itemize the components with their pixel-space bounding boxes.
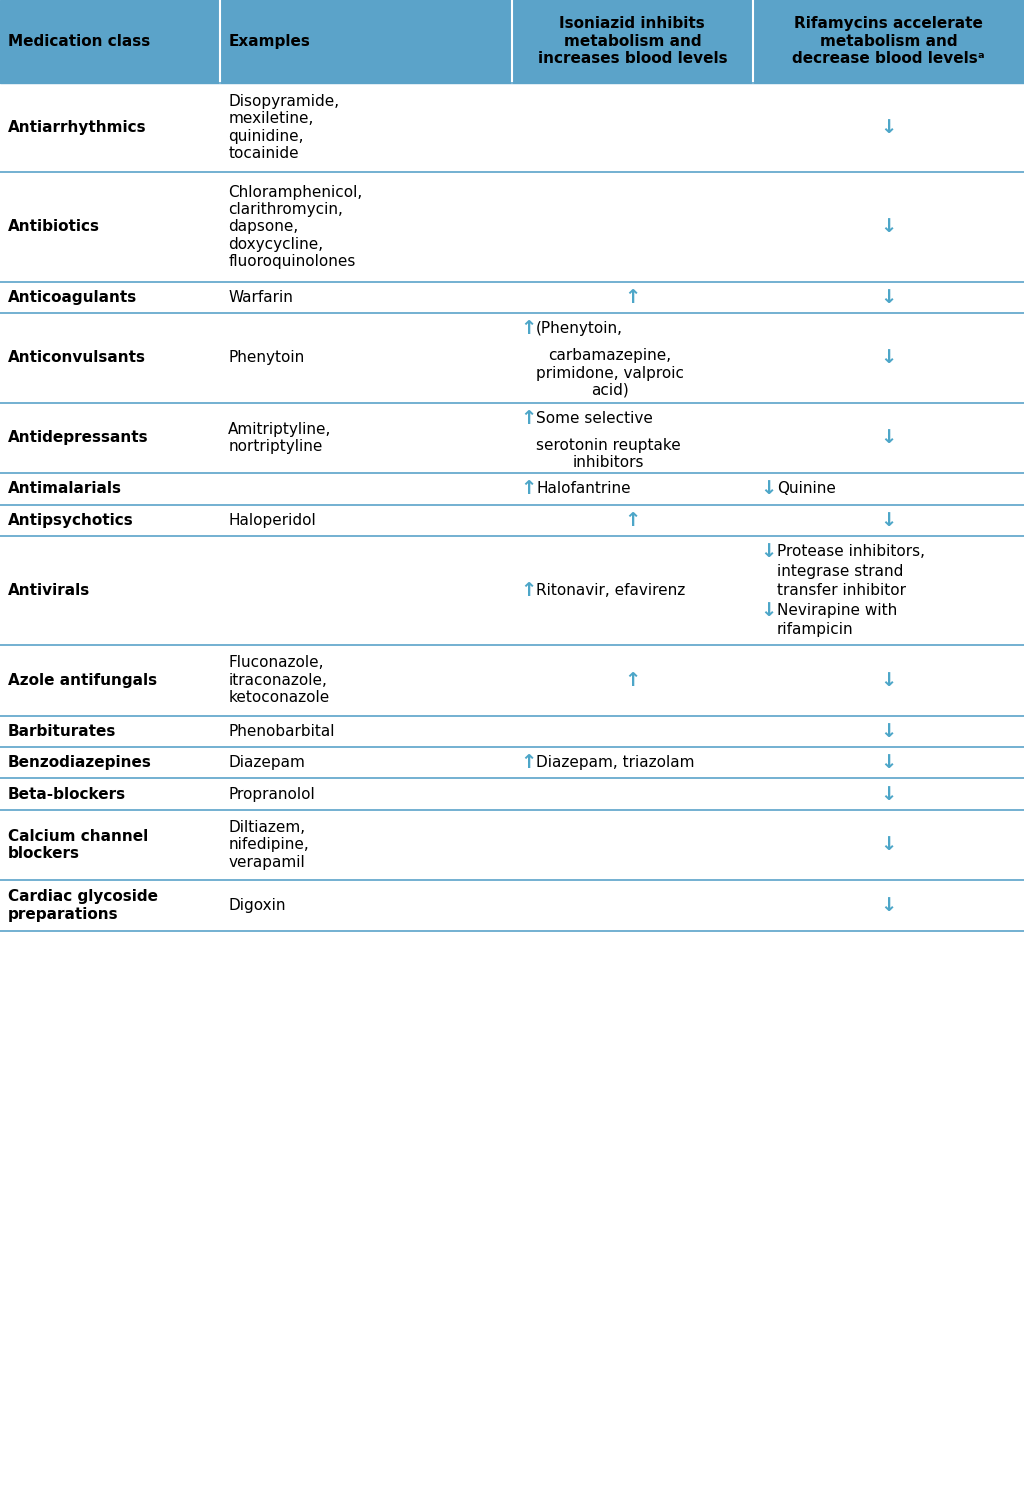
Text: ↓: ↓ [881, 896, 896, 915]
Text: Benzodiazepines: Benzodiazepines [8, 755, 152, 770]
Text: Isoniazid inhibits
metabolism and
increases blood levels: Isoniazid inhibits metabolism and increa… [538, 16, 727, 67]
Text: ↑: ↑ [520, 581, 537, 600]
Text: Antidepressants: Antidepressants [8, 431, 148, 446]
Text: Antibiotics: Antibiotics [8, 220, 100, 235]
Text: Beta-blockers: Beta-blockers [8, 786, 126, 801]
Text: Warfarin: Warfarin [228, 290, 293, 305]
Text: Protease inhibitors,: Protease inhibitors, [776, 544, 925, 559]
Text: Medication class: Medication class [8, 34, 151, 49]
Text: Nevirapine with: Nevirapine with [776, 602, 897, 618]
Text: ↓: ↓ [881, 753, 896, 773]
Text: Antipsychotics: Antipsychotics [8, 513, 134, 528]
Text: ↓: ↓ [881, 428, 896, 447]
Text: Halofantrine: Halofantrine [536, 481, 631, 496]
Text: Barbiturates: Barbiturates [8, 724, 117, 739]
Text: Haloperidol: Haloperidol [228, 513, 316, 528]
Text: Diazepam: Diazepam [228, 755, 305, 770]
Text: (Phenytoin,: (Phenytoin, [536, 321, 623, 336]
Text: Diltiazem,
nifedipine,
verapamil: Diltiazem, nifedipine, verapamil [228, 820, 309, 869]
Text: serotonin reuptake
inhibitors: serotonin reuptake inhibitors [536, 438, 681, 470]
Text: Fluconazole,
itraconazole,
ketoconazole: Fluconazole, itraconazole, ketoconazole [228, 655, 330, 706]
Text: ↑: ↑ [520, 753, 537, 773]
Text: Antiarrhythmics: Antiarrhythmics [8, 120, 146, 135]
Text: ↓: ↓ [881, 117, 896, 137]
Text: transfer inhibitor: transfer inhibitor [776, 583, 905, 597]
Text: ↓: ↓ [881, 217, 896, 236]
Text: ↑: ↑ [520, 409, 537, 428]
Text: Ritonavir, efavirenz: Ritonavir, efavirenz [536, 583, 685, 597]
Text: Some selective: Some selective [536, 412, 653, 426]
Text: Disopyramide,
mexiletine,
quinidine,
tocainide: Disopyramide, mexiletine, quinidine, toc… [228, 94, 339, 160]
Text: Examples: Examples [228, 34, 310, 49]
Text: ↓: ↓ [881, 670, 896, 690]
Text: ↓: ↓ [881, 348, 896, 367]
Text: ↓: ↓ [761, 480, 777, 498]
Text: Cardiac glycoside
preparations: Cardiac glycoside preparations [8, 890, 158, 921]
Text: Anticoagulants: Anticoagulants [8, 290, 137, 305]
Text: ↑: ↑ [520, 480, 537, 498]
Text: carbamazepine,
primidone, valproic
acid): carbamazepine, primidone, valproic acid) [536, 348, 684, 398]
Text: Amitriptyline,
nortriptyline: Amitriptyline, nortriptyline [228, 422, 332, 455]
Text: Phenytoin: Phenytoin [228, 351, 304, 366]
Bar [0, 0, 1024, 83]
Text: ↓: ↓ [761, 600, 777, 620]
Text: rifampicin: rifampicin [776, 623, 853, 637]
Text: ↓: ↓ [761, 542, 777, 562]
Text: ↓: ↓ [881, 288, 896, 306]
Text: Propranolol: Propranolol [228, 786, 315, 801]
Text: Rifamycins accelerate
metabolism and
decrease blood levelsᵃ: Rifamycins accelerate metabolism and dec… [792, 16, 985, 67]
Text: Diazepam, triazolam: Diazepam, triazolam [536, 755, 694, 770]
Text: Phenobarbital: Phenobarbital [228, 724, 335, 739]
Text: integrase strand: integrase strand [776, 563, 903, 578]
Text: Calcium channel
blockers: Calcium channel blockers [8, 829, 148, 862]
Text: Azole antifungals: Azole antifungals [8, 673, 157, 688]
Text: Antivirals: Antivirals [8, 583, 90, 597]
Text: ↓: ↓ [881, 722, 896, 740]
Text: ↑: ↑ [625, 288, 640, 306]
Text: ↓: ↓ [881, 511, 896, 529]
Text: ↑: ↑ [625, 511, 640, 529]
Text: ↓: ↓ [881, 835, 896, 854]
Text: Digoxin: Digoxin [228, 898, 286, 912]
Text: Antimalarials: Antimalarials [8, 481, 122, 496]
Text: ↓: ↓ [881, 785, 896, 804]
Text: ↑: ↑ [520, 319, 537, 339]
Text: Quinine: Quinine [776, 481, 836, 496]
Text: ↑: ↑ [625, 670, 640, 690]
Text: Anticonvulsants: Anticonvulsants [8, 351, 146, 366]
Text: Chloramphenicol,
clarithromycin,
dapsone,
doxycycline,
fluoroquinolones: Chloramphenicol, clarithromycin, dapsone… [228, 184, 362, 269]
